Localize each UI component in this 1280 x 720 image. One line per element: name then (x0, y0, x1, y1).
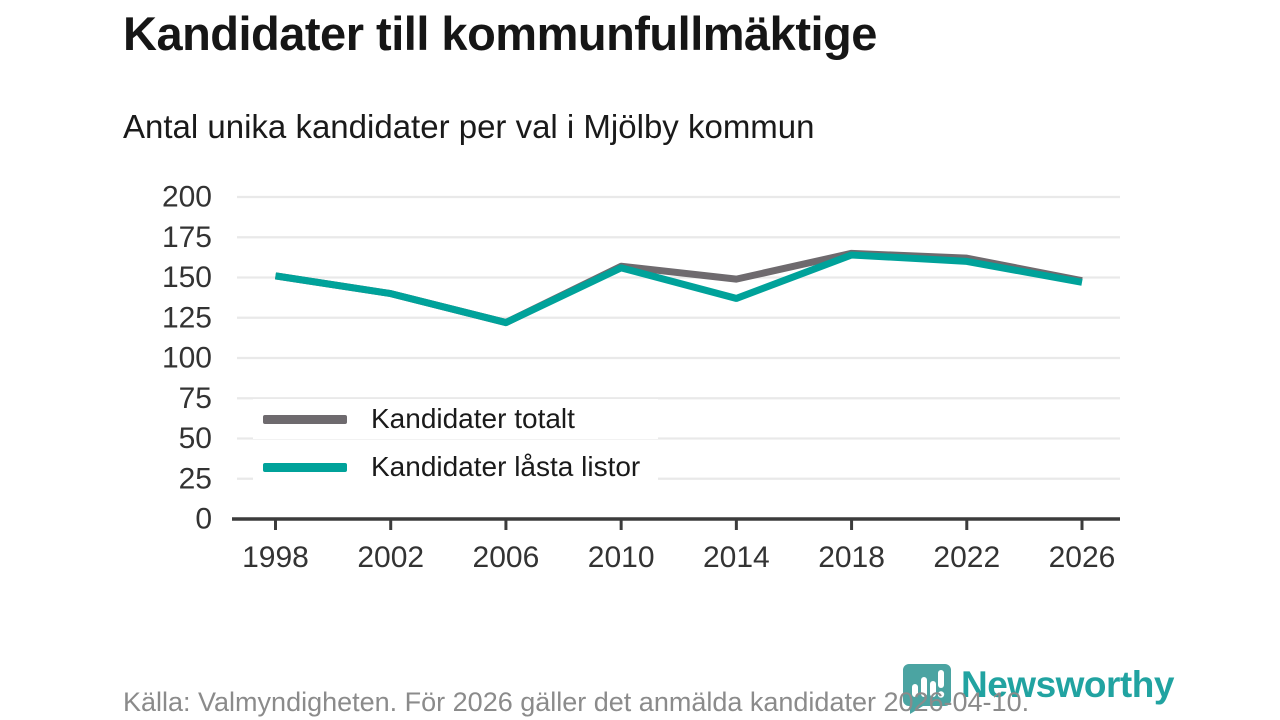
newsworthy-logo-icon (903, 664, 951, 714)
svg-text:2014: 2014 (703, 541, 770, 574)
legend-label-total: Kandidater totalt (371, 403, 575, 434)
source-note: Källa: Valmyndigheten. För 2026 gäller d… (123, 687, 1030, 717)
legend-swatch-locked-lists (263, 462, 347, 472)
svg-text:25: 25 (179, 462, 212, 495)
page-subtitle: Antal unika kandidater per val i Mjölby … (123, 108, 815, 145)
svg-text:175: 175 (162, 221, 212, 254)
chart-legend: Kandidater totalt Kandidater låsta listo… (253, 399, 659, 487)
svg-text:125: 125 (162, 301, 212, 334)
svg-text:150: 150 (162, 261, 212, 294)
svg-text:200: 200 (162, 181, 212, 214)
svg-text:2018: 2018 (818, 541, 885, 574)
svg-text:75: 75 (179, 382, 212, 415)
newsworthy-logo-text: Newsworthy (961, 664, 1174, 705)
svg-text:50: 50 (179, 422, 212, 455)
newsworthy-logo: Newsworthy (901, 662, 1174, 714)
svg-text:2002: 2002 (357, 541, 424, 574)
legend-item-total: Kandidater totalt (253, 399, 659, 439)
svg-text:2026: 2026 (1049, 541, 1116, 574)
legend-label-locked-lists: Kandidater låsta listor (371, 451, 641, 482)
svg-text:2010: 2010 (588, 541, 655, 574)
svg-text:2006: 2006 (473, 541, 540, 574)
svg-text:2022: 2022 (933, 541, 1000, 574)
legend-item-locked-lists: Kandidater låsta listor (253, 447, 659, 487)
svg-text:100: 100 (162, 342, 212, 375)
svg-text:1998: 1998 (242, 541, 309, 574)
svg-text:0: 0 (195, 503, 212, 536)
legend-swatch-total (263, 414, 347, 424)
page-title: Kandidater till kommunfullmäktige (123, 7, 877, 60)
